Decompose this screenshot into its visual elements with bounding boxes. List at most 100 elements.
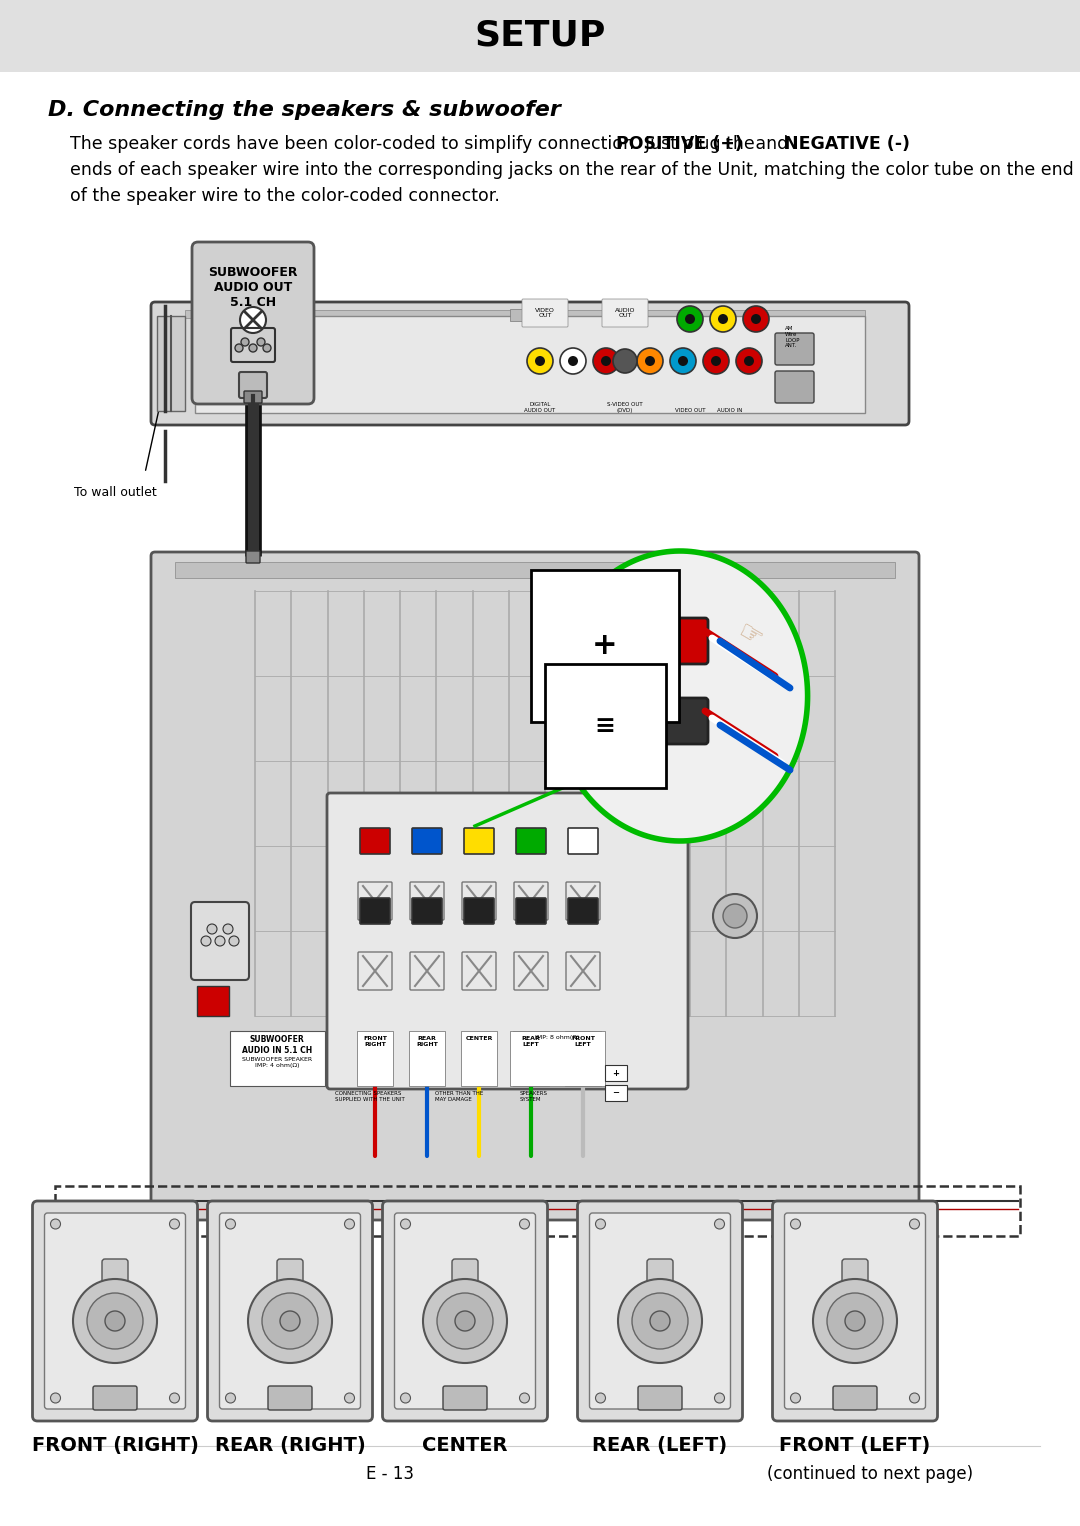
Circle shape <box>423 1279 507 1363</box>
Circle shape <box>632 1293 688 1349</box>
Text: OTHER THAN THE
MAY DAMAGE: OTHER THAN THE MAY DAMAGE <box>435 1091 483 1102</box>
Bar <box>513 1032 549 1087</box>
Text: SUBWOOFER SPEAKER
IMP: 4 ohm(Ω): SUBWOOFER SPEAKER IMP: 4 ohm(Ω) <box>242 1058 312 1068</box>
FancyBboxPatch shape <box>772 1201 937 1421</box>
Bar <box>565 1032 600 1087</box>
Text: FRONT
LEFT: FRONT LEFT <box>571 1036 595 1047</box>
Text: −: − <box>612 1088 620 1097</box>
Circle shape <box>401 1219 410 1228</box>
Circle shape <box>207 925 217 934</box>
FancyBboxPatch shape <box>647 697 708 745</box>
Text: S-VIDEO OUT
(DVD): S-VIDEO OUT (DVD) <box>607 403 643 414</box>
Circle shape <box>613 349 637 372</box>
FancyBboxPatch shape <box>443 1386 487 1410</box>
Circle shape <box>618 1279 702 1363</box>
Bar <box>461 1032 497 1087</box>
Text: SPEAKERS
SYSTEM: SPEAKERS SYSTEM <box>519 1091 548 1102</box>
Text: ☞: ☞ <box>732 618 768 655</box>
FancyBboxPatch shape <box>192 243 314 404</box>
Text: VIDEO OUT: VIDEO OUT <box>675 407 705 414</box>
Circle shape <box>222 925 233 934</box>
FancyBboxPatch shape <box>833 1386 877 1410</box>
Text: SUBWOOFER
AUDIO IN 5.1 CH: SUBWOOFER AUDIO IN 5.1 CH <box>242 1035 312 1054</box>
Circle shape <box>743 307 769 333</box>
Bar <box>197 986 229 1016</box>
FancyBboxPatch shape <box>647 1259 673 1297</box>
Text: SUBWOOFER: SUBWOOFER <box>208 266 298 279</box>
Circle shape <box>595 1393 606 1402</box>
Circle shape <box>595 1219 606 1228</box>
Circle shape <box>600 356 611 366</box>
Circle shape <box>73 1279 157 1363</box>
Circle shape <box>677 307 703 333</box>
Text: SETUP: SETUP <box>474 18 606 53</box>
Circle shape <box>519 1219 529 1228</box>
FancyBboxPatch shape <box>207 1201 373 1421</box>
Circle shape <box>735 348 762 374</box>
Circle shape <box>685 314 696 324</box>
FancyBboxPatch shape <box>411 829 442 855</box>
FancyBboxPatch shape <box>578 1201 743 1421</box>
Circle shape <box>240 307 266 333</box>
Circle shape <box>170 1393 179 1402</box>
Text: AUDIO OUT: AUDIO OUT <box>214 281 292 295</box>
Circle shape <box>51 1393 60 1402</box>
Text: FRONT (RIGHT): FRONT (RIGHT) <box>31 1436 199 1454</box>
Text: of the speaker wire to the color-coded connector.: of the speaker wire to the color-coded c… <box>70 188 500 204</box>
Text: POSITIVE (+): POSITIVE (+) <box>616 134 743 153</box>
Text: NEGATIVE (-): NEGATIVE (-) <box>784 134 910 153</box>
FancyBboxPatch shape <box>276 1259 303 1297</box>
Circle shape <box>87 1293 143 1349</box>
Circle shape <box>229 935 239 946</box>
Circle shape <box>744 356 754 366</box>
Circle shape <box>645 356 654 366</box>
Text: FRONT (LEFT): FRONT (LEFT) <box>780 1436 931 1454</box>
FancyBboxPatch shape <box>219 1213 361 1408</box>
Text: and: and <box>750 134 794 153</box>
FancyBboxPatch shape <box>360 829 390 855</box>
Circle shape <box>170 1219 179 1228</box>
Circle shape <box>226 1219 235 1228</box>
Text: REAR
RIGHT: REAR RIGHT <box>416 1036 437 1047</box>
FancyBboxPatch shape <box>151 552 919 1219</box>
FancyBboxPatch shape <box>516 829 546 855</box>
Circle shape <box>715 1393 725 1402</box>
Polygon shape <box>552 551 808 841</box>
Text: E - 13: E - 13 <box>366 1465 414 1483</box>
Circle shape <box>637 348 663 374</box>
Bar <box>157 316 185 410</box>
FancyBboxPatch shape <box>411 897 442 925</box>
Bar <box>185 310 865 317</box>
Text: CONNECTING SPEAKERS
SUPPLIED WITH THE UNIT: CONNECTING SPEAKERS SUPPLIED WITH THE UN… <box>335 1091 405 1102</box>
Circle shape <box>248 1279 332 1363</box>
Bar <box>357 1032 393 1087</box>
Circle shape <box>235 343 243 353</box>
Circle shape <box>670 348 696 374</box>
Circle shape <box>561 348 586 374</box>
Circle shape <box>845 1311 865 1331</box>
Bar <box>605 1085 627 1100</box>
Circle shape <box>257 337 265 346</box>
FancyBboxPatch shape <box>775 333 814 365</box>
Circle shape <box>51 1219 60 1228</box>
Text: IMP: 8 ohm(Ω): IMP: 8 ohm(Ω) <box>535 1035 579 1041</box>
Circle shape <box>713 894 757 938</box>
FancyBboxPatch shape <box>93 1386 137 1410</box>
Text: +: + <box>592 632 618 661</box>
Circle shape <box>715 1219 725 1228</box>
Circle shape <box>201 935 211 946</box>
Text: 5.1 CH: 5.1 CH <box>230 296 276 308</box>
Circle shape <box>215 935 225 946</box>
FancyBboxPatch shape <box>568 897 598 925</box>
FancyBboxPatch shape <box>568 829 598 855</box>
Text: REAR
LEFT: REAR LEFT <box>522 1036 540 1047</box>
FancyBboxPatch shape <box>602 299 648 327</box>
Circle shape <box>791 1393 800 1402</box>
Bar <box>195 316 865 414</box>
Text: FRONT
RIGHT: FRONT RIGHT <box>363 1036 387 1047</box>
FancyBboxPatch shape <box>151 302 909 426</box>
FancyBboxPatch shape <box>394 1213 536 1408</box>
Circle shape <box>241 337 249 346</box>
Text: AUDIO IN: AUDIO IN <box>717 407 743 414</box>
Bar <box>230 1032 325 1087</box>
